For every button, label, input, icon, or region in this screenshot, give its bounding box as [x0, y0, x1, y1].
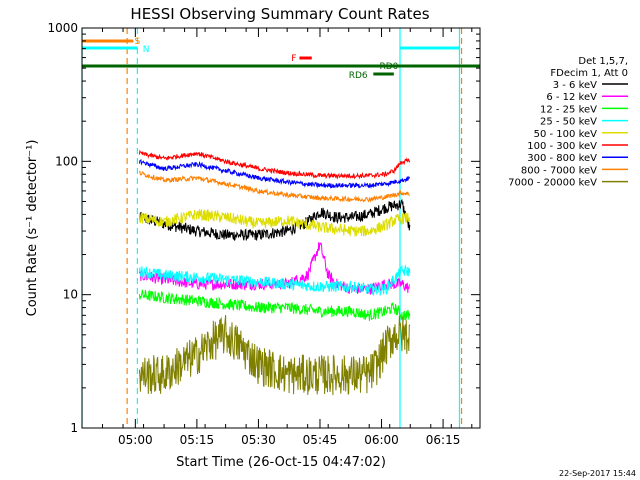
series-line-7: [138, 170, 411, 204]
legend-label: 800 - 7000 keV: [521, 165, 597, 176]
legend-label: 50 - 100 keV: [534, 129, 598, 140]
legend-header: FDecim 1, Att 0: [550, 68, 628, 79]
x-tick-label: 05:00: [118, 433, 153, 447]
annotation-label-f: F: [291, 54, 296, 64]
series-line-5: [138, 149, 411, 180]
series-line-6: [138, 158, 411, 190]
series-line-4: [138, 209, 411, 237]
series-line-2: [138, 289, 411, 322]
annotation-label-s: S: [135, 37, 141, 47]
y-tick-label: 1000: [47, 21, 78, 35]
x-tick-label: 05:45: [303, 433, 338, 447]
legend-label: 100 - 300 keV: [527, 141, 597, 152]
annotation-label-rd6: RD6: [349, 71, 368, 81]
footer-date: 22-Sep-2017 15:44: [559, 469, 636, 478]
chart-title: HESSI Observing Summary Count Rates: [130, 5, 429, 23]
x-axis-label: Start Time (26-Oct-15 04:47:02): [176, 455, 386, 470]
annotation-label-n: N: [143, 45, 150, 55]
annotation-label-rd0: RD0: [379, 62, 398, 72]
legend-label: 300 - 800 keV: [527, 153, 597, 164]
series-line-3: [138, 264, 411, 297]
x-tick-label: 05:30: [241, 433, 276, 447]
legend-label: 12 - 25 keV: [540, 104, 597, 115]
series-line-0: [138, 198, 411, 241]
y-tick-label: 100: [55, 154, 78, 168]
legend-label: 6 - 12 keV: [546, 92, 597, 103]
legend-label: 25 - 50 keV: [540, 117, 597, 128]
y-tick-label: 1: [70, 421, 78, 435]
legend-label: 7000 - 20000 keV: [508, 178, 597, 189]
x-tick-label: 05:15: [180, 433, 215, 447]
legend-label: 3 - 6 keV: [553, 80, 597, 91]
series-line-8: [138, 314, 411, 396]
x-tick-label: 06:15: [426, 433, 461, 447]
x-tick-label: 06:00: [364, 433, 399, 447]
y-tick-label: 10: [63, 288, 78, 302]
y-axis-label: Count Rate (s⁻¹ detector⁻¹): [25, 140, 40, 317]
plot-frame: [81, 27, 481, 429]
legend-header: Det 1,5,7,: [578, 56, 628, 67]
